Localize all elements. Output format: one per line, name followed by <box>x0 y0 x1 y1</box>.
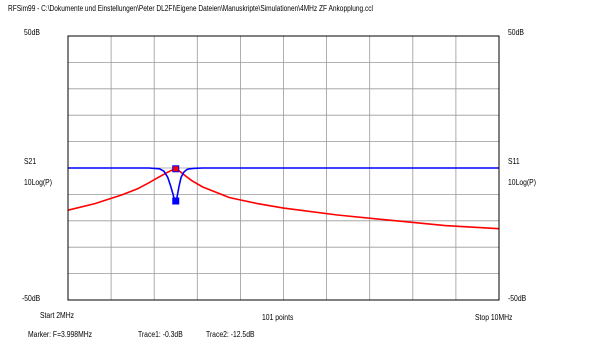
marker-readout: Marker: F=3.998MHz <box>28 330 93 339</box>
left-axis-bottom-label: -50dB <box>22 294 41 303</box>
marker-s21 <box>172 165 180 173</box>
plot-frame <box>67 35 500 301</box>
right-axis-top-label: 50dB <box>508 28 524 37</box>
trace2-readout: Trace2: -12.5dB <box>206 330 255 339</box>
left-trace-unit: 10Log(P) <box>24 178 52 187</box>
points-label: 101 points <box>262 313 294 322</box>
trace1-readout: Trace1: -0.3dB <box>138 330 183 339</box>
right-axis-bottom-label: -50dB <box>508 294 527 303</box>
series-line-s21 <box>67 168 500 230</box>
stop-frequency-label: Stop 10MHz <box>475 313 513 322</box>
right-trace-name: S11 <box>508 157 520 166</box>
left-trace-name: S21 <box>24 157 37 166</box>
window-title: RFSim99 - C:\Dokumente und Einstellungen… <box>8 4 373 13</box>
start-frequency-label: Start 2MHz <box>40 311 75 320</box>
plot-series <box>67 165 500 230</box>
right-trace-unit: 10Log(P) <box>508 178 536 187</box>
marker-s11 <box>172 197 180 205</box>
left-axis-top-label: 50dB <box>24 28 40 37</box>
